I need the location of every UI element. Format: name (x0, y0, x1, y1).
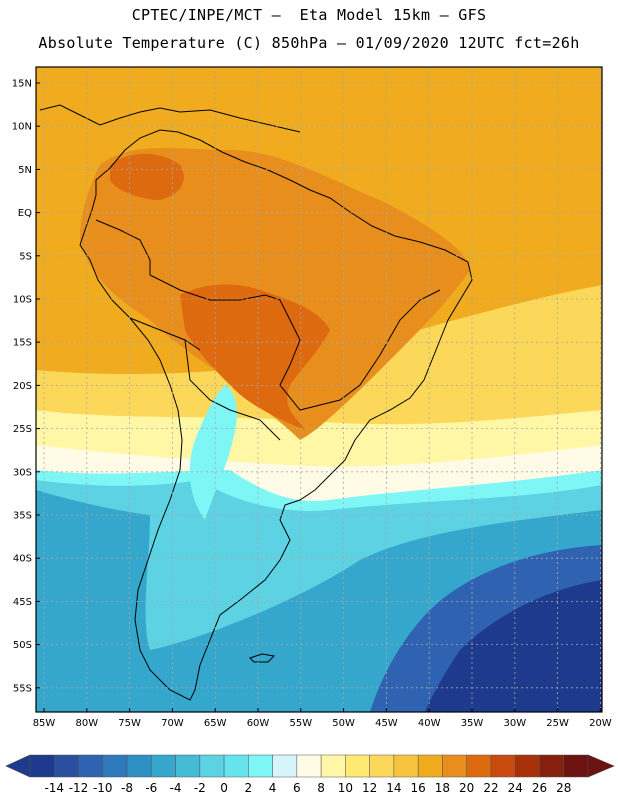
colorbar-swatch (320, 754, 346, 778)
lat-label: 55S (13, 683, 32, 694)
lon-label: 30W (503, 718, 526, 729)
colorbar-label: 18 (435, 781, 450, 795)
lat-label: 35S (13, 511, 32, 522)
axis-ticks: 15N 10N 5N EQ 5S 10S 15S 20S 25S 30S 35S 40S 45S 50S 5… (12, 79, 612, 730)
lon-label: 70W (161, 718, 184, 729)
colorbar-label: -8 (121, 781, 133, 795)
colorbar-swatch (223, 754, 249, 778)
field-deepblue-west (36, 520, 110, 712)
lon-label: 75W (118, 718, 141, 729)
colorbar-label: -4 (170, 781, 182, 795)
lon-label: 50W (332, 718, 355, 729)
brazil-border (149, 274, 441, 411)
colorbar-label: -6 (145, 781, 157, 795)
colorbar-swatch (417, 754, 443, 778)
colorbar-swatch (466, 754, 492, 778)
colorbar-swatch (514, 754, 540, 778)
colorbar-label: 6 (293, 781, 301, 795)
lat-label: 20S (13, 381, 32, 392)
colorbar-swatch (199, 754, 225, 778)
colorbar-label: 8 (317, 781, 325, 795)
colorbar-arrow-left (5, 754, 31, 778)
plot-frame (35, 66, 603, 713)
colorbar: -14 -12 -10 -8 -6 -4 -2 0 2 4 6 8 10 12 14 16 18 20 22 24 26… (5, 754, 615, 795)
field-hot-venezuela (110, 153, 184, 200)
lon-label: 20W (589, 718, 612, 729)
colorbar-arrow-right (587, 754, 615, 778)
colorbar-swatch (296, 754, 322, 778)
colorbar-swatch (78, 754, 104, 778)
colorbar-swatch (29, 754, 55, 778)
field-andes-cold-tongue (189, 385, 237, 520)
colorbar-swatch (151, 754, 176, 778)
caribbean-coast (39, 104, 301, 133)
coastlines (39, 104, 473, 701)
colorbar-swatch (369, 754, 395, 778)
lat-label: 10N (12, 122, 32, 133)
colorbar-swatch (539, 754, 564, 778)
colorbar-label: -2 (194, 781, 206, 795)
colorbar-label: 28 (556, 781, 571, 795)
colorbar-label: 4 (269, 781, 277, 795)
colorbar-label: -14 (44, 781, 64, 795)
colorbar-swatch (393, 754, 419, 778)
lat-label: 15N (12, 79, 32, 90)
lat-label: 5S (19, 251, 32, 262)
lon-label: 40W (418, 718, 441, 729)
lat-label: 5N (18, 165, 32, 176)
lat-label: 45S (13, 597, 32, 608)
colorbar-label: -12 (69, 781, 89, 795)
map-title-line2: Absolute Temperature (C) 850hPa – 01/09/… (38, 34, 580, 52)
south-america-coastline (79, 129, 473, 701)
temperature-field (36, 67, 602, 712)
lat-label: 40S (13, 554, 32, 565)
andean-borders (95, 219, 281, 441)
colorbar-label: 12 (362, 781, 377, 795)
colorbar-label: 16 (411, 781, 426, 795)
colorbar-label: 22 (483, 781, 498, 795)
lon-label: 65W (204, 718, 227, 729)
colorbar-swatch (442, 754, 467, 778)
falkland-islands (249, 653, 276, 663)
colorbar-label: 24 (508, 781, 523, 795)
colorbar-label: 14 (386, 781, 401, 795)
lon-label: 45W (375, 718, 398, 729)
lat-label: 30S (13, 467, 32, 478)
map-title-line1: CPTEC/INPE/MCT – Eta Model 15km – GFS (131, 6, 487, 24)
colorbar-label: 0 (220, 781, 228, 795)
field-hot-core (180, 284, 330, 430)
colorbar-label: 2 (245, 781, 253, 795)
lon-label: 35W (461, 718, 484, 729)
colorbar-swatch (248, 754, 273, 778)
graticule (36, 67, 602, 712)
colorbar-swatch (54, 754, 79, 778)
colorbar-label: 10 (338, 781, 353, 795)
colorbar-swatch (490, 754, 516, 778)
lon-label: 25W (546, 718, 569, 729)
colorbar-swatch (563, 754, 589, 778)
lon-label: 60W (247, 718, 270, 729)
lat-label: 50S (13, 640, 32, 651)
lon-label: 80W (75, 718, 98, 729)
colorbar-swatch (175, 754, 201, 778)
lat-label: 10S (13, 295, 32, 306)
colorbar-label: 26 (532, 781, 547, 795)
colorbar-swatch (102, 754, 128, 778)
colorbar-label: 20 (459, 781, 474, 795)
colorbar-label: -10 (93, 781, 113, 795)
colorbar-swatch (345, 754, 370, 778)
colorbar-swatch (272, 754, 298, 778)
lon-label: 85W (33, 718, 56, 729)
lat-label: EQ (18, 208, 32, 219)
colorbar-swatch (126, 754, 152, 778)
lon-label: 55W (289, 718, 312, 729)
lat-label: 15S (13, 338, 32, 349)
lat-label: 25S (13, 424, 32, 435)
